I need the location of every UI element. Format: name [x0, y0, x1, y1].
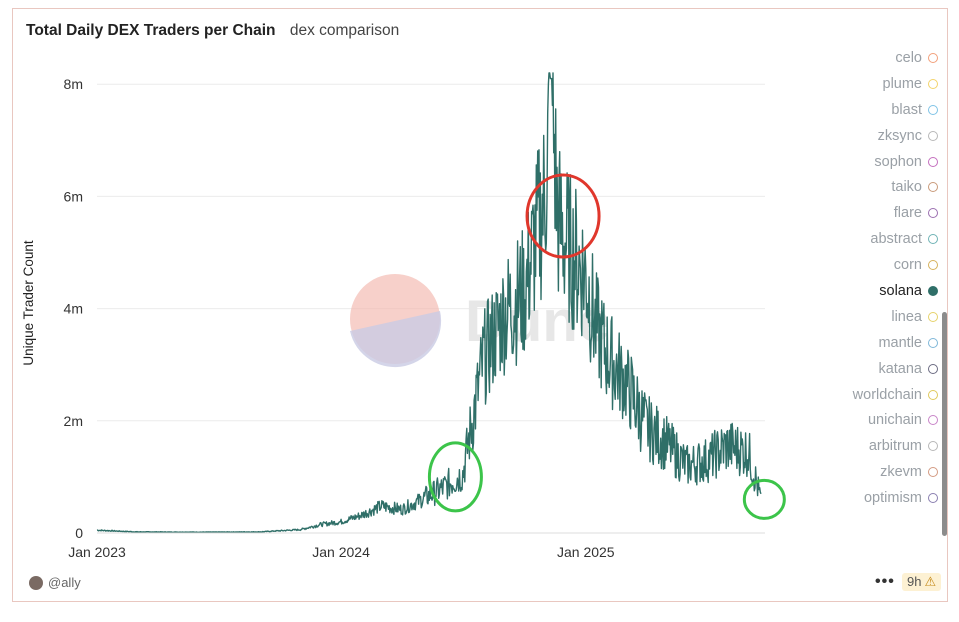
legend-swatch: [928, 467, 938, 478]
legend-label: zksync: [877, 127, 922, 144]
legend-label: worldchain: [852, 386, 922, 403]
line-chart: 0 2m 4m 6m 8m Jan 2023 Jan 2024 Jan 2025 Unique …: [21, 72, 786, 560]
legend-item-zksync[interactable]: zksync: [813, 123, 938, 149]
legend-label: linea: [891, 308, 922, 325]
legend-label: abstract: [870, 231, 922, 248]
card-footer: @ally ••• 9h ⚠: [29, 573, 949, 595]
legend-swatch: [928, 311, 938, 322]
legend-swatch: [928, 104, 938, 115]
warning-icon: ⚠: [924, 574, 937, 589]
legend-swatch: [928, 260, 938, 271]
author[interactable]: @ally: [29, 575, 81, 590]
legend-swatch: [928, 415, 938, 426]
legend-item-blast[interactable]: blast: [813, 97, 938, 123]
legend-item-sophon[interactable]: sophon: [813, 149, 938, 175]
watermark-logo-lower: [350, 311, 442, 368]
legend-item-katana[interactable]: katana: [813, 356, 938, 382]
legend-item-plume[interactable]: plume: [813, 71, 938, 97]
chart-title: Total Daily DEX Traders per Chain: [26, 22, 276, 39]
legend-swatch: [928, 52, 938, 63]
legend-swatch: [928, 441, 938, 452]
legend-item-linea[interactable]: linea: [813, 304, 938, 330]
y-tick-label: 2m: [64, 413, 83, 429]
legend-label: mantle: [878, 334, 922, 351]
legend: celo plume blast zksync sophon taiko flare abst…: [813, 45, 938, 511]
chart-card: Total Daily DEX Traders per Chain dex co…: [12, 8, 948, 602]
legend-swatch: [928, 389, 938, 400]
annotation-circle: [427, 441, 483, 513]
query-age-badge[interactable]: 9h ⚠: [902, 573, 942, 591]
y-tick-label: 4m: [64, 301, 83, 317]
legend-item-taiko[interactable]: taiko: [813, 174, 938, 200]
legend-scrollbar[interactable]: [942, 312, 947, 536]
legend-swatch: [928, 493, 938, 504]
legend-swatch: [928, 285, 938, 296]
legend-label: sophon: [874, 153, 922, 170]
legend-item-arbitrum[interactable]: arbitrum: [813, 433, 938, 459]
query-age: 9h: [907, 574, 922, 589]
y-tick-label: 0: [75, 525, 83, 541]
annotation-circle: [525, 173, 601, 259]
legend-swatch: [928, 337, 938, 348]
legend-swatch: [928, 234, 938, 245]
series-line-solana: [96, 72, 762, 533]
legend-label: taiko: [891, 179, 922, 196]
legend-swatch: [928, 363, 938, 374]
legend-item-abstract[interactable]: abstract: [813, 226, 938, 252]
author-handle: @ally: [48, 575, 81, 590]
chart-subtitle: dex comparison: [289, 22, 400, 39]
more-options-button[interactable]: •••: [875, 573, 895, 590]
legend-swatch: [928, 78, 938, 89]
legend-item-mantle[interactable]: mantle: [813, 330, 938, 356]
avatar: [29, 575, 43, 590]
legend-label: celo: [895, 49, 922, 66]
legend-label: katana: [878, 360, 922, 377]
annotation-circle: [742, 478, 786, 520]
legend-swatch: [928, 156, 938, 167]
legend-item-solana[interactable]: solana: [813, 278, 938, 304]
legend-label: unichain: [867, 412, 922, 429]
x-tick-label: Jan 2024: [312, 544, 370, 560]
chart-title-bar: Total Daily DEX Traders per Chain dex co…: [26, 22, 399, 40]
legend-label: optimism: [863, 490, 922, 507]
legend-item-flare[interactable]: flare: [813, 200, 938, 226]
y-axis-label: Unique Trader Count: [21, 240, 36, 366]
y-tick-label: 8m: [64, 76, 83, 92]
legend-item-celo[interactable]: celo: [813, 45, 938, 71]
x-tick-label: Jan 2023: [68, 544, 126, 560]
legend-swatch: [928, 182, 938, 193]
legend-label: flare: [893, 205, 922, 222]
legend-label: arbitrum: [868, 438, 922, 455]
legend-label: blast: [891, 101, 922, 118]
legend-label: zkevm: [880, 464, 922, 481]
legend-item-corn[interactable]: corn: [813, 252, 938, 278]
legend-item-optimism[interactable]: optimism: [813, 485, 938, 511]
legend-item-worldchain[interactable]: worldchain: [813, 382, 938, 408]
legend-swatch: [928, 130, 938, 141]
legend-item-zkevm[interactable]: zkevm: [813, 459, 938, 485]
legend-item-unichain[interactable]: unichain: [813, 407, 938, 433]
legend-label: solana: [879, 282, 922, 299]
x-tick-label: Jan 2025: [557, 544, 615, 560]
legend-label: corn: [893, 257, 922, 274]
y-tick-label: 6m: [64, 188, 83, 204]
legend-label: plume: [882, 75, 923, 92]
legend-swatch: [928, 208, 938, 219]
